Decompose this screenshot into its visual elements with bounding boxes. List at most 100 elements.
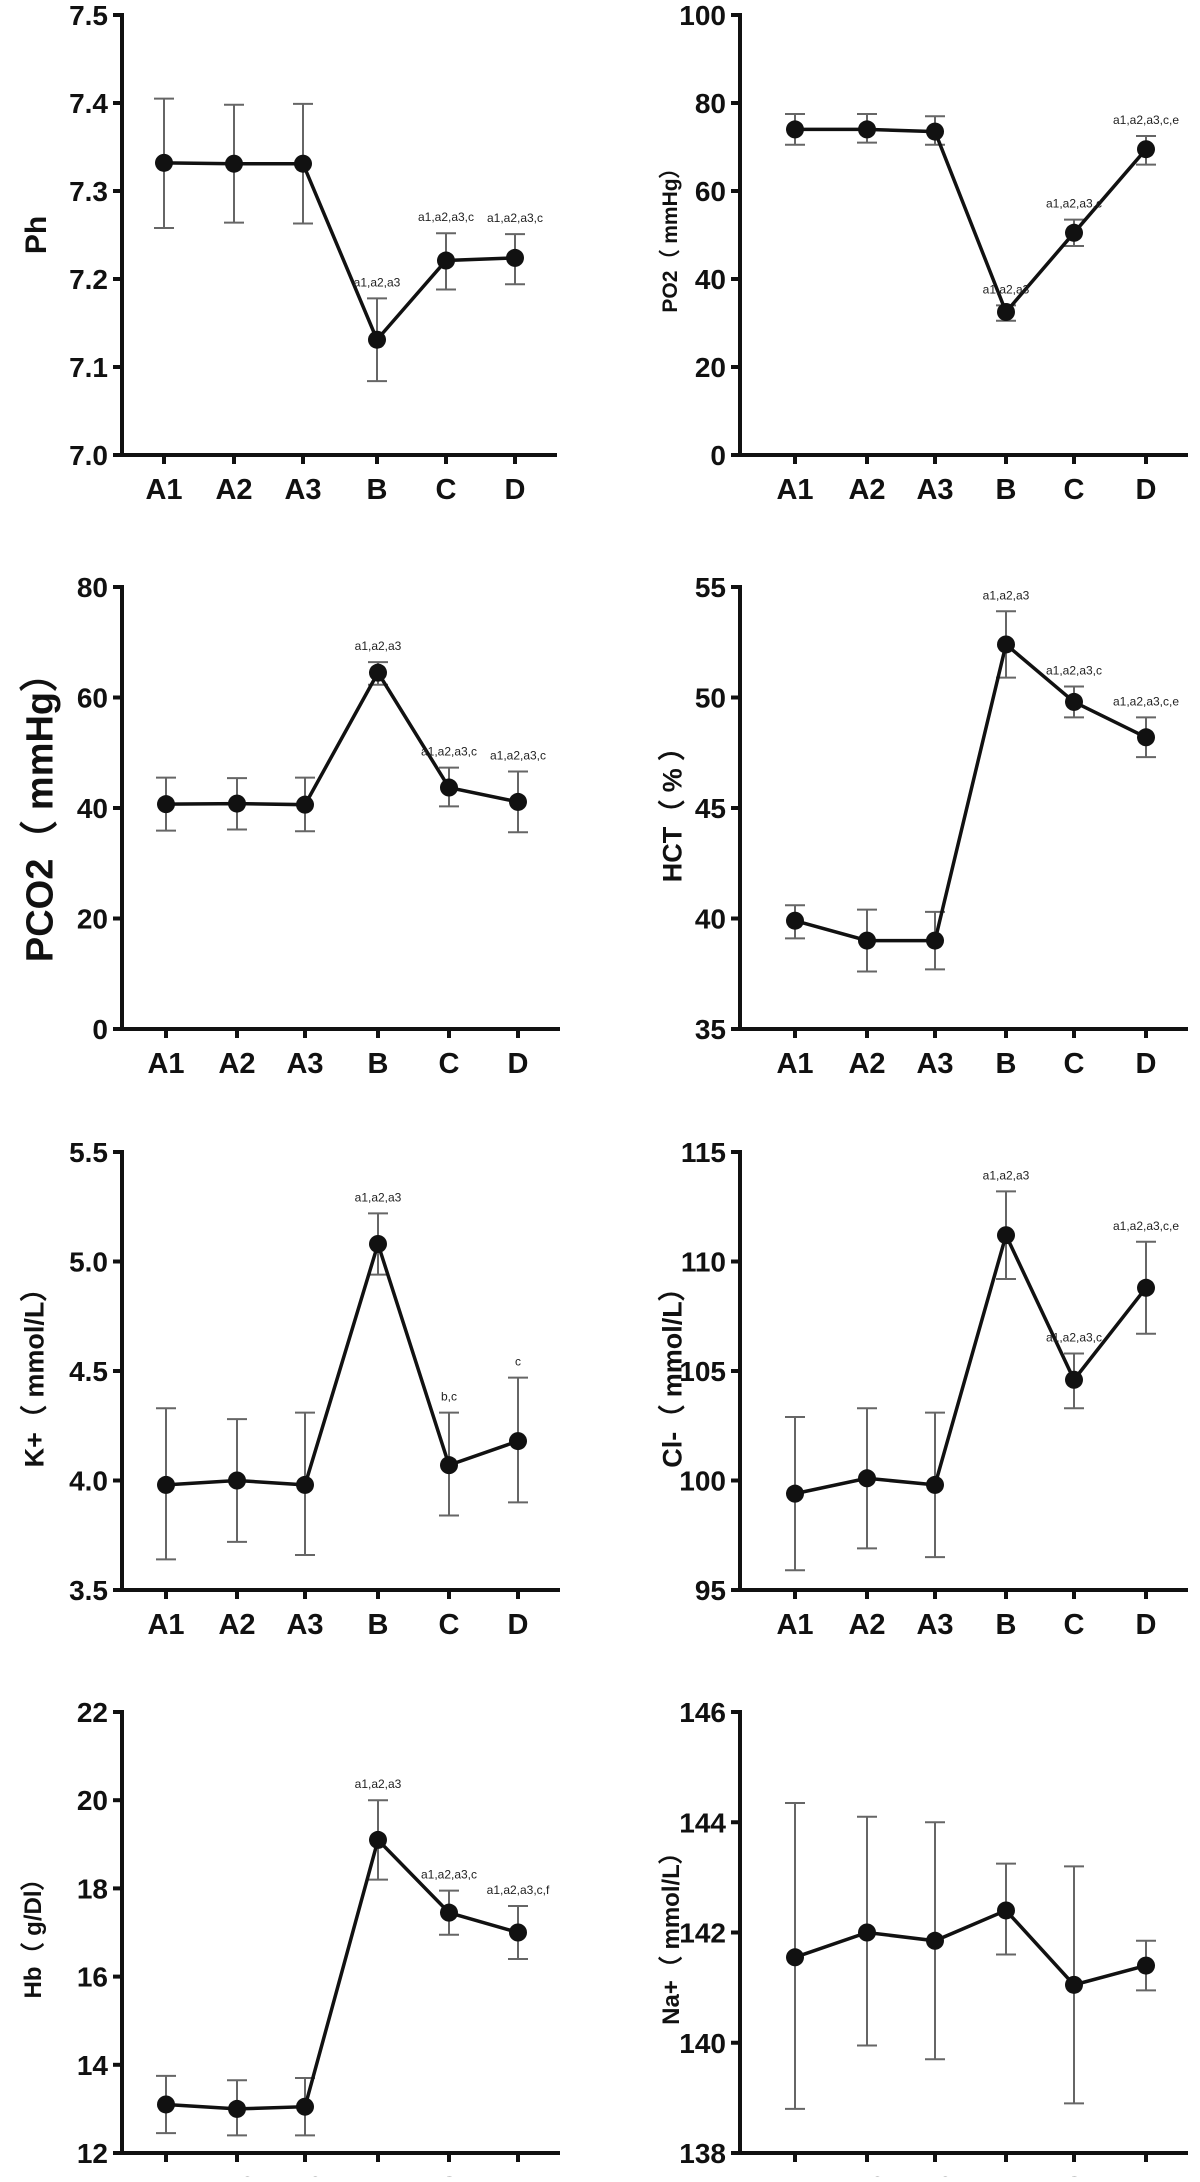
y-tick-label: 20 [77,904,108,935]
y-tick-label: 40 [77,793,108,824]
data-point [997,303,1015,321]
chart-panel-3: 0 20 40 60 80 A1 A2 A3 B C D PCO2（ mmHg） a1,a2,a3 a1,… [19,572,560,1080]
y-tick-label: 12 [77,2138,108,2169]
significance-label: a1,a2,a3,c [1046,1330,1102,1344]
x-tick-label: A2 [218,1609,255,1641]
x-tick-label: C [1064,1609,1085,1641]
series-line [794,1230,1148,1496]
y-axis-title: PCO2（ mmHg） [19,654,61,962]
significance-label: a1,a2,a3,c,e [1113,694,1179,708]
y-tick-label: 14 [77,2050,109,2081]
x-tick-label: B [996,2172,1017,2177]
data-point [157,1475,175,1494]
data-point [997,635,1015,654]
y-tick-label: 95 [695,1575,726,1606]
series-line [794,1908,1147,1987]
data-point [369,1234,387,1253]
y-axis-title: Cl-（ mmol/L） [658,1274,688,1468]
y-tick-label: 50 [695,683,726,714]
data-point [368,330,386,349]
chart-panel-4: 35 40 45 50 55 A1 A2 A3 B C D HCT（ % ） a1,a2,a3 a1,a2… [658,572,1188,1080]
y-axis-title: HCT（ % ） [658,734,688,883]
y-tick-label: 60 [695,176,726,207]
data-point [858,1923,876,1942]
x-tick-label: A3 [916,1048,953,1080]
y-tick-label: 5.5 [69,1137,108,1168]
data-point [509,792,527,811]
data-point [1065,692,1083,711]
y-axis-title: Na+（ mmol/L） [658,1840,685,2025]
significance-label: a1,a2,a3,c [421,745,477,759]
x-tick-label: C [439,2172,460,2177]
data-point [1137,1956,1155,1975]
y-tick-label: 4.5 [69,1356,108,1387]
x-tick-label: A3 [916,2172,953,2177]
y-tick-label: 18 [77,1873,108,1904]
x-tick-label: A2 [848,1609,885,1641]
x-tick-label: D [1136,1609,1157,1641]
x-tick-label: B [368,2172,389,2177]
significance-label: a1,a2,a3 [983,282,1030,296]
y-tick-label: 35 [695,1014,726,1045]
x-tick-label: A1 [776,1609,813,1641]
x-tick-label: B [368,1609,389,1641]
x-tick-label: A1 [147,2172,184,2177]
data-point [786,911,804,930]
y-tick-label: 40 [695,264,726,295]
x-tick-label: A3 [916,1609,953,1641]
chart-panel-7: 12 14 16 18 20 22 A1 A2 A3 B C D Hb（ g/Dl） a1,a2,a3 a1… [20,1697,560,2182]
y-tick-label: 7.0 [69,440,108,471]
y-tick-label: 142 [679,1918,726,1949]
x-tick-label: A1 [776,1048,813,1080]
y-tick-label: 7.2 [69,264,108,295]
x-tick-label: C [1064,2172,1085,2177]
data-point [997,1226,1015,1245]
significance-label: a1,a2,a3,c,e [1113,1219,1179,1233]
data-point [225,154,243,173]
x-tick-label: D [1136,1048,1157,1080]
significance-label: a1,a2,a3 [354,275,401,289]
significance-label: a1,a2,a3,c,e [1113,113,1179,127]
y-tick-label: 4.0 [69,1466,108,1497]
x-tick-label: A1 [147,1609,184,1641]
data-point [440,778,458,797]
x-tick-label: A3 [916,474,953,506]
x-tick-label: B [996,474,1017,506]
series-line [165,1238,519,1487]
x-tick-label: D [1136,2172,1157,2177]
x-tick-label: A2 [215,474,252,506]
y-axis-title: Ph [20,216,53,254]
data-point [858,931,876,950]
x-tick-label: A1 [145,474,182,506]
x-tick-label: A3 [286,1609,323,1641]
data-point [228,2099,246,2118]
y-tick-label: 80 [77,572,108,603]
y-tick-label: 140 [679,2028,726,2059]
significance-label: a1,a2,a3,c,f [487,1883,550,1897]
data-point [926,122,944,141]
x-tick-label: C [1064,474,1085,506]
y-tick-label: 7.1 [69,352,108,383]
data-point [1065,223,1083,242]
significance-label: a1,a2,a3 [355,1777,402,1791]
x-tick-label: A1 [147,1048,184,1080]
x-tick-label: B [996,1609,1017,1641]
x-tick-label: D [508,1609,529,1641]
x-tick-label: B [368,1048,389,1080]
data-point [786,1484,804,1503]
y-tick-label: 110 [681,1247,726,1278]
data-point [228,1471,246,1490]
y-tick-label: 16 [77,1962,108,1993]
y-tick-label: 5.0 [69,1247,108,1278]
chart-panel-5: 3.5 4.0 4.5 5.0 5.5 A1 A2 A3 B C D K+（ mmol/L） a1,a2… [20,1137,560,1641]
x-tick-label: B [996,1048,1017,1080]
x-tick-label: D [505,474,526,506]
y-axis-title: PO2（ mmHg） [658,157,682,312]
significance-label: a1,a2,a3,c [490,749,546,763]
data-point [369,1830,387,1849]
significance-label: a1,a2,a3 [983,1168,1030,1182]
data-point [1137,728,1155,747]
x-tick-label: C [1064,1048,1085,1080]
y-tick-label: 60 [77,683,108,714]
y-axis-title: K+（ mmol/L） [20,1275,50,1468]
